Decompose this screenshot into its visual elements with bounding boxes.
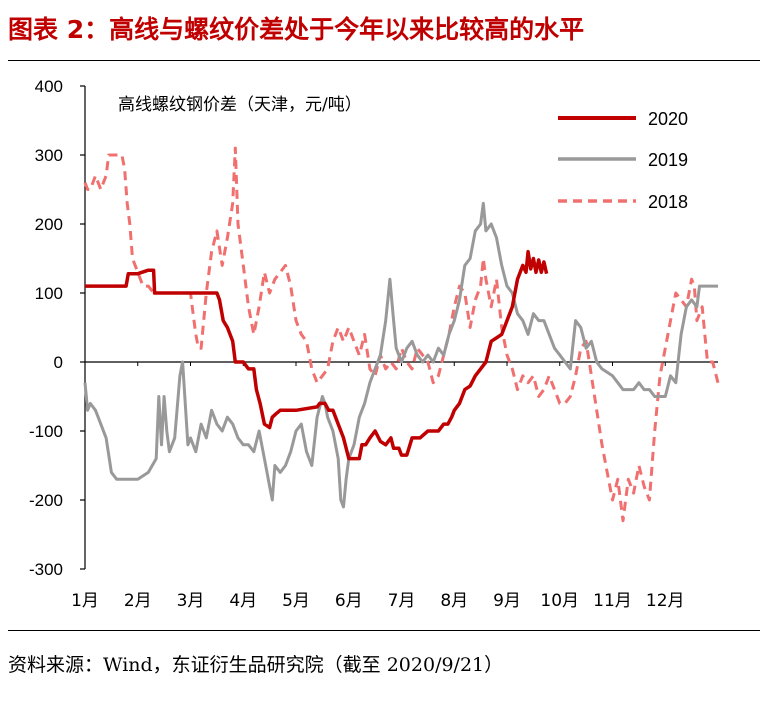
y-tick-label: -300 <box>29 560 63 579</box>
legend-label-2020: 2020 <box>648 109 688 129</box>
y-tick-label: 200 <box>35 215 63 234</box>
plot-area <box>83 146 720 523</box>
x-tick-label: 12月 <box>646 591 685 611</box>
y-tick-label: 100 <box>35 284 63 303</box>
x-tick-label: 2月 <box>124 591 152 611</box>
x-tick-label: 9月 <box>493 591 521 611</box>
x-tick-label: 5月 <box>282 591 310 611</box>
y-tick-label: 300 <box>35 146 63 165</box>
x-tick-label: 3月 <box>177 591 205 611</box>
y-tick-label: -200 <box>29 491 63 510</box>
x-tick-label: 11月 <box>593 591 632 611</box>
legend: 2020 2019 2018 <box>558 109 688 212</box>
line-chart: 400 300 200 100 0 -100 -200 -300 1月 2月 3月 4月 5月 6月 7月 8… <box>29 77 720 611</box>
series-line-2018 <box>83 146 720 523</box>
y-tick-label: 400 <box>35 77 63 96</box>
chart-title: 高线螺纹钢价差（天津，元/吨） <box>118 95 362 115</box>
x-tick-label: 7月 <box>388 591 416 611</box>
bottom-rule <box>8 630 760 631</box>
x-tick-label: 8月 <box>440 591 468 611</box>
legend-label-2019: 2019 <box>648 150 688 170</box>
y-tick-label: -100 <box>29 422 63 441</box>
x-tick-label: 6月 <box>335 591 363 611</box>
x-tick-label: 4月 <box>229 591 257 611</box>
series-line-2020 <box>85 249 549 461</box>
legend-label-2018: 2018 <box>648 192 688 212</box>
figure-title: 图表 2：高线与螺纹价差处于今年以来比较高的水平 <box>8 15 585 44</box>
chart-axes: 400 300 200 100 0 -100 -200 -300 1月 2月 3月 4月 5月 6月 7月 8… <box>29 77 718 611</box>
source-note: 资料来源：Wind，东证衍生品研究院（截至 2020/9/21） <box>8 654 504 676</box>
x-tick-label: 10月 <box>540 591 579 611</box>
x-tick-label: 1月 <box>71 591 99 611</box>
top-rule <box>8 60 760 61</box>
y-tick-label: 0 <box>54 353 63 372</box>
series-line-2019 <box>83 201 718 509</box>
